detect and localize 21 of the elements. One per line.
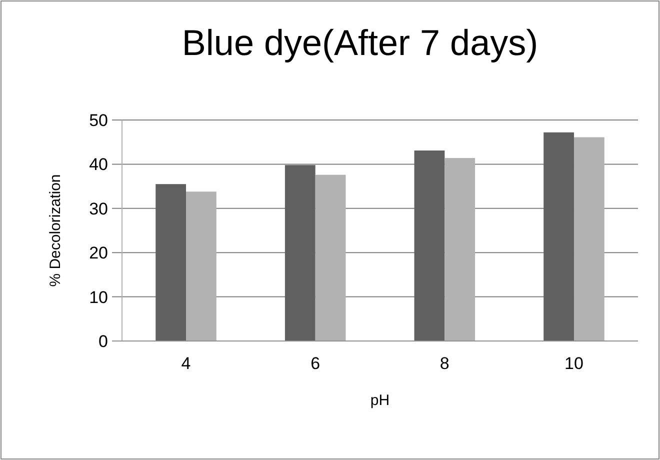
bar — [284, 165, 316, 341]
x-tick-label: 8 — [440, 354, 450, 373]
x-axis-title: pH — [370, 392, 390, 409]
bar — [444, 158, 476, 341]
bar — [315, 174, 346, 341]
bar — [414, 150, 445, 341]
y-tick-label: 0 — [98, 332, 108, 351]
bar — [186, 192, 216, 341]
bar — [544, 132, 574, 341]
y-axis-title: % Decolorization — [47, 174, 64, 287]
x-tick-label: 4 — [181, 354, 191, 373]
y-tick-label: 30 — [89, 199, 108, 218]
bar — [156, 184, 186, 341]
x-tick-label: 6 — [310, 354, 320, 373]
chart-title: Blue dye(After 7 days) — [182, 22, 538, 63]
y-tick-label: 50 — [89, 110, 108, 130]
x-tick-label: 10 — [564, 354, 584, 373]
y-tick-label: 10 — [89, 288, 108, 307]
y-tick-label: 40 — [89, 155, 108, 174]
y-tick-label: 20 — [89, 244, 108, 263]
bar — [574, 137, 604, 341]
